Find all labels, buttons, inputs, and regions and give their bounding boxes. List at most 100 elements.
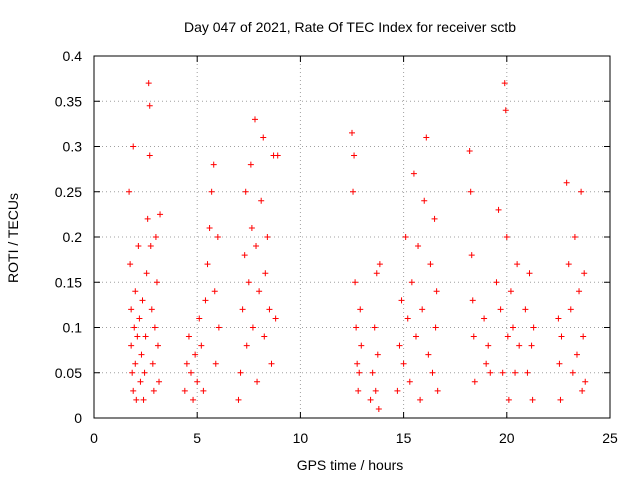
- data-point: [369, 369, 376, 376]
- x-axis-title: GPS time / hours: [297, 457, 404, 473]
- y-tick-label: 0.1: [63, 320, 83, 336]
- data-point: [134, 333, 141, 340]
- data-point: [126, 188, 133, 195]
- data-point: [140, 396, 147, 403]
- data-point: [146, 152, 153, 159]
- data-point: [349, 129, 355, 136]
- data-point: [371, 324, 378, 331]
- data-point: [573, 351, 580, 358]
- data-point: [181, 387, 188, 394]
- data-point: [423, 134, 430, 141]
- data-point: [581, 270, 588, 277]
- data-point: [260, 134, 267, 141]
- data-point: [141, 369, 148, 376]
- data-point: [247, 161, 254, 168]
- data-point: [429, 369, 436, 376]
- data-point: [571, 234, 578, 240]
- data-point: [144, 215, 151, 222]
- data-point: [264, 234, 271, 240]
- data-point: [128, 306, 135, 313]
- data-point: [567, 306, 574, 313]
- data-point: [147, 243, 154, 250]
- data-point: [157, 211, 164, 218]
- data-point: [408, 279, 415, 286]
- data-point: [262, 270, 269, 277]
- data-point: [235, 396, 242, 403]
- data-point: [557, 396, 564, 403]
- chart-title: Day 047 of 2021, Rate Of TEC Index for r…: [184, 19, 516, 35]
- data-point: [198, 342, 205, 349]
- y-tick-label: 0.15: [55, 274, 82, 290]
- data-point: [133, 396, 140, 403]
- data-point: [242, 188, 249, 195]
- data-point: [415, 243, 422, 250]
- data-point: [256, 288, 263, 295]
- data-point: [499, 369, 506, 376]
- data-point: [555, 315, 562, 322]
- data-point: [194, 378, 201, 385]
- data-point: [351, 152, 358, 159]
- data-point: [514, 261, 521, 268]
- y-tick-labels: 0 0.05 0.1 0.15 0.2 0.25 0.3 0.35 0.4: [55, 48, 82, 426]
- data-point: [150, 387, 157, 394]
- x-tick-label: 10: [293, 430, 309, 446]
- data-point: [352, 279, 359, 286]
- data-point: [243, 342, 250, 349]
- data-point: [208, 188, 215, 195]
- data-point: [524, 369, 531, 376]
- data-point: [211, 288, 218, 295]
- y-tick-label: 0.25: [55, 184, 82, 200]
- data-point: [528, 342, 535, 349]
- data-point: [200, 387, 207, 394]
- y-tick-label: 0.4: [63, 48, 83, 64]
- y-tick-label: 0.35: [55, 93, 82, 109]
- data-point: [526, 270, 533, 277]
- data-point: [135, 243, 142, 250]
- data-point: [190, 396, 197, 403]
- data-point: [468, 252, 475, 259]
- y-tick-label: 0.05: [55, 365, 82, 381]
- data-point: [245, 279, 252, 286]
- data-point: [130, 143, 137, 150]
- x-tick-label: 5: [193, 430, 201, 446]
- data-point: [248, 224, 255, 231]
- data-point: [202, 297, 209, 304]
- data-point: [580, 333, 587, 340]
- data-point: [495, 206, 502, 213]
- x-tick-label: 20: [499, 430, 515, 446]
- data-point: [128, 342, 135, 349]
- data-point: [404, 315, 411, 322]
- data-point: [132, 288, 139, 295]
- data-point: [130, 387, 137, 394]
- data-point: [185, 333, 192, 340]
- data-point: [529, 396, 536, 403]
- data-point: [239, 306, 246, 313]
- data-point: [137, 378, 144, 385]
- data-point: [372, 387, 379, 394]
- data-point: [396, 342, 403, 349]
- data-point: [206, 224, 213, 231]
- data-point: [204, 261, 211, 268]
- data-point: [433, 288, 440, 295]
- data-point: [469, 297, 476, 304]
- data-point: [139, 297, 146, 304]
- data-point: [509, 324, 516, 331]
- data-point: [127, 261, 134, 268]
- data-point: [210, 161, 217, 168]
- data-points: [126, 80, 589, 412]
- data-point: [212, 360, 219, 367]
- data-point: [249, 324, 256, 331]
- data-point: [356, 369, 363, 376]
- y-tick-label: 0.3: [63, 139, 83, 155]
- data-point: [481, 315, 488, 322]
- data-point: [432, 324, 439, 331]
- data-point: [354, 360, 361, 367]
- data-point: [272, 315, 279, 322]
- data-point: [497, 306, 504, 313]
- data-point: [373, 270, 380, 277]
- x-tick-label: 25: [602, 430, 618, 446]
- x-tick-label: 15: [396, 430, 412, 446]
- data-point: [398, 297, 405, 304]
